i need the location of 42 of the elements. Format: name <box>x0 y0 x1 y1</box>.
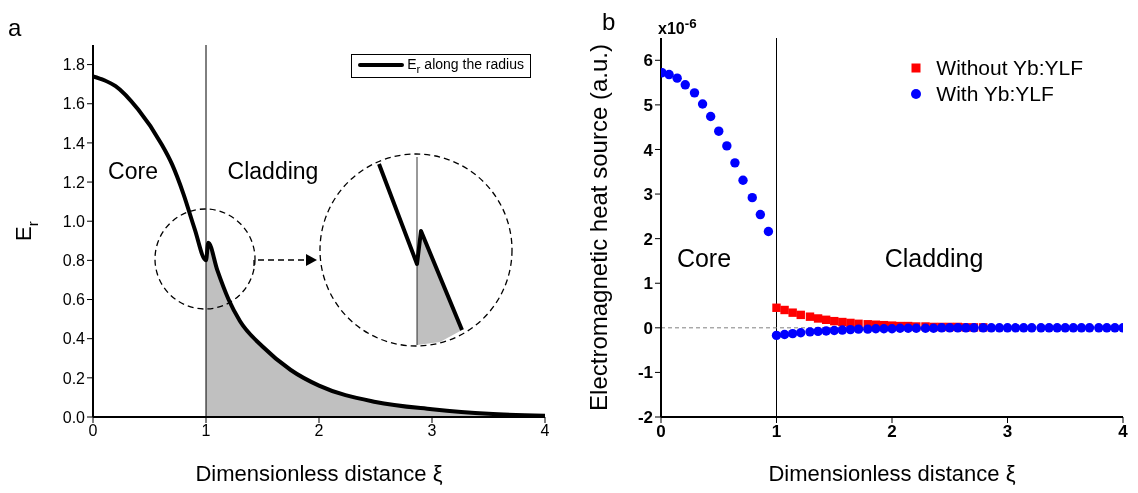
x-tick-label: 4 <box>540 422 550 440</box>
y-tick-label: -1 <box>637 363 653 383</box>
y-tick-label: 4 <box>643 140 654 160</box>
y-tick-label: 0.8 <box>62 252 86 270</box>
x-tick-label: 0 <box>88 422 98 440</box>
y-tick-label: 6 <box>643 51 653 71</box>
y-tick-label: 1.6 <box>62 95 86 113</box>
y-tick-label: 0.2 <box>62 369 86 387</box>
annotation: Core <box>676 244 732 272</box>
annotation: Cladding <box>884 244 984 272</box>
x-axis-title: Dimensionless distance ξ <box>768 461 1016 486</box>
legend-label: Without Yb:YLF <box>936 56 1083 80</box>
annotation: Core <box>108 157 158 185</box>
x-tick-label: 0 <box>656 422 666 442</box>
y-tick-label: 2 <box>643 229 653 249</box>
y-tick-label: 1 <box>643 274 653 294</box>
x-tick-label: 1 <box>201 422 211 440</box>
chart-title: a <box>8 14 22 42</box>
y-tick-label: 3 <box>643 185 653 205</box>
y-tick-label: 0.4 <box>62 330 86 348</box>
text: x10$^{-6}$ <box>658 15 697 40</box>
x-tick-label: 2 <box>887 422 897 442</box>
x-tick-label: 2 <box>314 422 324 440</box>
y-tick-label: 0 <box>643 318 653 338</box>
y-tick-label: 1.4 <box>62 134 86 152</box>
legend-label: With Yb:YLF <box>936 82 1054 106</box>
x-tick-label: 3 <box>1002 422 1013 442</box>
x-tick-label: 1 <box>771 422 782 442</box>
y-tick-label: 1.2 <box>62 173 86 191</box>
y-tick-label: 5 <box>643 95 653 115</box>
x-tick-label: 3 <box>427 422 437 440</box>
chart-title: b <box>602 8 616 36</box>
annotation: Cladding <box>227 157 319 185</box>
legend-label: E$_{r}$ along the radius <box>407 56 524 75</box>
y-tick-label: 1.8 <box>62 56 86 74</box>
y-tick-label: 0.0 <box>62 408 86 426</box>
x-axis-title: Dimensionless distance ξ <box>195 461 443 486</box>
y-tick-label: 1.0 <box>62 212 86 230</box>
x-tick-label: 4 <box>1118 422 1129 442</box>
y-axis-title: Electromagnetic heat source (a.u.) <box>585 44 613 411</box>
y-tick-label: 0.6 <box>62 291 86 309</box>
y-tick-label: -2 <box>637 408 653 428</box>
